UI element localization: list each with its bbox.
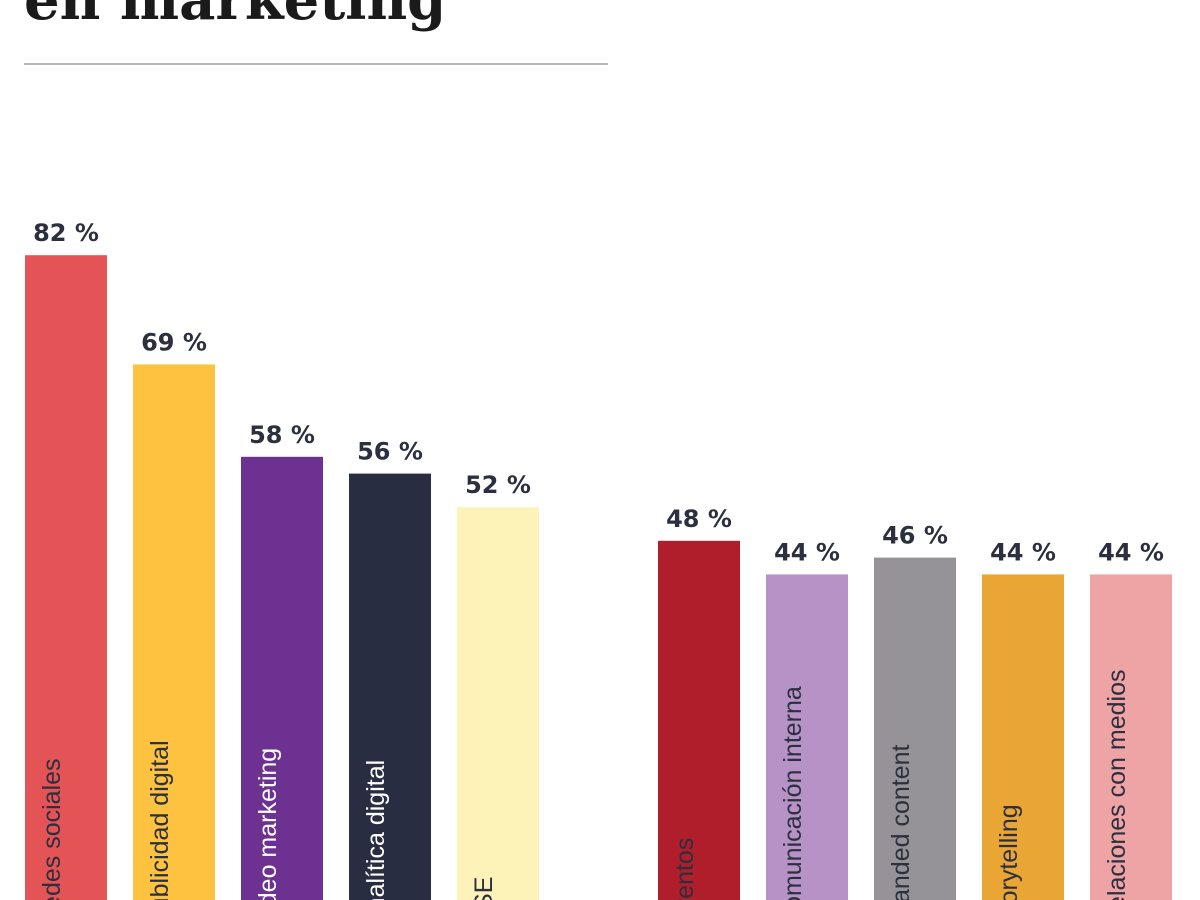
bar-8 — [982, 574, 1064, 900]
bar-6 — [766, 574, 848, 900]
bar-category-label-9: Relaciones con medios — [1103, 670, 1131, 900]
bar-9 — [1090, 574, 1172, 900]
bar-value-label-9: 44 % — [1098, 538, 1164, 566]
bar-7 — [874, 557, 956, 900]
title-divider — [24, 63, 608, 65]
bar-category-label-6: Comunicación interna — [779, 686, 807, 900]
bar-value-label-3: 56 % — [357, 438, 423, 466]
bar-4 — [457, 507, 539, 900]
bar-5 — [658, 540, 740, 900]
bar-category-label-0: Redes sociales — [38, 758, 66, 900]
bar-2 — [241, 456, 323, 900]
bar-0 — [25, 255, 107, 900]
bar-category-label-7: Branded content — [887, 744, 915, 900]
bar-value-label-1: 69 % — [141, 328, 207, 356]
bar-category-label-4: RSE — [470, 877, 498, 900]
bar-category-label-5: Eventos — [671, 838, 699, 900]
bar-category-label-2: Video marketing — [254, 748, 282, 900]
bar-3 — [349, 473, 431, 900]
bar-category-label-8: Storytelling — [995, 804, 1023, 900]
bar-value-label-4: 52 % — [465, 471, 531, 499]
bar-value-label-8: 44 % — [990, 538, 1056, 566]
bar-1 — [133, 364, 215, 900]
chart-title: en marketing — [24, 0, 447, 33]
bar-value-label-0: 82 % — [33, 219, 99, 247]
bar-value-label-5: 48 % — [666, 505, 732, 533]
bar-category-label-1: Publicidad digital — [146, 740, 174, 900]
bar-value-label-2: 58 % — [249, 421, 315, 449]
bar-value-label-7: 46 % — [882, 522, 948, 550]
bar-value-label-6: 44 % — [774, 538, 840, 566]
bar-category-label-3: Analítica digital — [362, 760, 390, 900]
